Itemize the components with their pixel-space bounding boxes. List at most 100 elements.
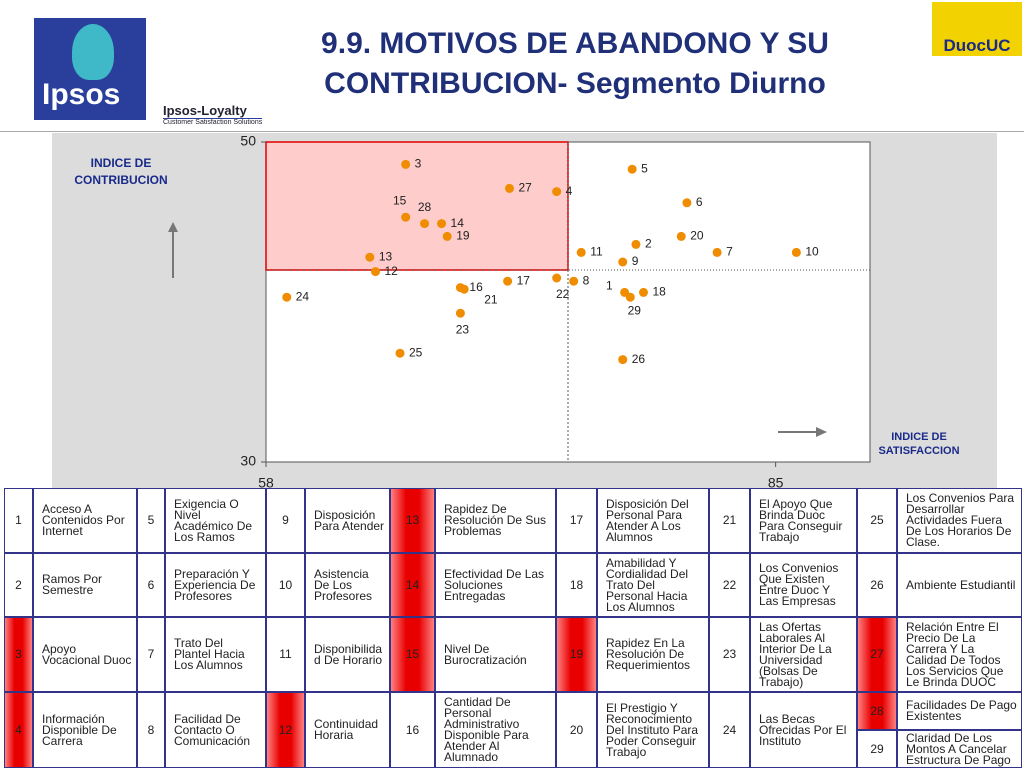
point (627, 164, 637, 174)
item-number: 3 (4, 617, 33, 692)
point-label: 3 (415, 157, 422, 171)
point (442, 231, 452, 241)
point (639, 287, 648, 297)
item-text: El Prestigio Y Reconocimiento Del Instit… (597, 692, 709, 768)
item-number: 11 (266, 617, 305, 692)
point-label: 15 (393, 193, 407, 207)
point (395, 348, 405, 358)
point-label: 22 (556, 287, 570, 301)
point-label: 19 (456, 229, 470, 243)
point (712, 247, 722, 257)
item-text: Asistencia De Los Profesores (305, 553, 390, 617)
item-text: Efectividad De Las Soluciones Entregadas (435, 553, 556, 617)
point-label: 16 (469, 280, 483, 294)
point-label: 8 (583, 273, 590, 287)
item-text: Información Disponible De Carrera (33, 692, 137, 768)
item-number: 1 (4, 488, 33, 553)
point (552, 273, 562, 283)
item-number: 26 (857, 553, 897, 617)
item-text: Los Convenios Para Desarrollar Actividad… (897, 488, 1022, 553)
point-label: 1 (606, 279, 613, 293)
item-text: Facilidades De Pago Existentes (897, 692, 1022, 730)
item-text: Continuidad Horaria (305, 692, 390, 768)
item-number: 2 (4, 553, 33, 617)
point (618, 257, 628, 267)
item-text: Cantidad De Personal Administrativo Disp… (435, 692, 556, 768)
point-label: 7 (726, 245, 733, 259)
item-number: 19 (556, 617, 597, 692)
item-number: 27 (857, 617, 897, 692)
item-text: Disposición Del Personal Para Atender A … (597, 488, 709, 553)
divider (0, 131, 1024, 132)
point (455, 308, 465, 318)
item-text: Disponibilidad De Horario (305, 617, 390, 692)
ipsos-logo: Ipsos (34, 18, 146, 120)
item-number: 20 (556, 692, 597, 768)
logo-face (72, 24, 114, 80)
point-label: 11 (590, 245, 603, 259)
item-text: Apoyo Vocacional Duoc (33, 617, 137, 692)
y-tick-label: 50 (240, 133, 256, 149)
x-tick-label: 58 (258, 475, 274, 491)
point (631, 239, 641, 249)
point-label: 13 (379, 249, 393, 263)
point (401, 159, 411, 169)
point-label: 6 (696, 195, 703, 209)
point-label: 28 (418, 200, 432, 214)
point-label: 2 (645, 237, 652, 251)
point-label: 9 (632, 254, 639, 268)
item-number: 24 (709, 692, 750, 768)
item-text: Rapidez En La Resolución De Requerimient… (597, 617, 709, 692)
item-number: 18 (556, 553, 597, 617)
item-text: Disposición Para Atender (305, 488, 390, 553)
item-text: Ramos Por Semestre (33, 553, 137, 617)
item-text: Las Becas Ofrecidas Por El Instituto (750, 692, 857, 768)
point-label: 24 (296, 289, 310, 303)
y-axis-label: INDICE DE CONTRIBUCION (74, 156, 167, 187)
x-tick-label: 85 (768, 475, 784, 491)
item-text: Preparación Y Experiencia De Profesores (165, 553, 266, 617)
item-number: 12 (266, 692, 305, 768)
item-text: El Apoyo Que Brinda Duoc Para Conseguir … (750, 488, 857, 553)
point (676, 231, 686, 241)
item-number: 7 (137, 617, 165, 692)
point (791, 247, 801, 257)
item-number: 4 (4, 692, 33, 768)
title: 9.9. MOTIVOS DE ABANDONO Y SU CONTRIBUCI… (321, 27, 829, 100)
item-number: 14 (390, 553, 435, 617)
logo-sub: Ipsos-Loyalty (163, 103, 247, 118)
logo-text: Ipsos (42, 78, 121, 111)
point (503, 276, 513, 286)
point-label: 20 (690, 229, 704, 243)
item-number: 5 (137, 488, 165, 553)
point-label: 29 (628, 303, 642, 317)
item-number: 16 (390, 692, 435, 768)
point (576, 247, 586, 257)
logo-tagline: Customer Satisfaction Solutions (163, 118, 263, 126)
point-label: 27 (518, 181, 532, 195)
point (569, 276, 579, 286)
point (504, 183, 514, 193)
point (282, 292, 292, 302)
point-label: 21 (484, 292, 498, 306)
point-label: 4 (566, 184, 573, 198)
item-text: Rapidez De Resolución De Sus Problemas (435, 488, 556, 553)
item-text: Amabilidad Y Cordialidad Del Trato Del P… (597, 553, 709, 617)
point-label: 12 (384, 264, 398, 278)
point-label: 25 (409, 345, 423, 359)
item-text: Trato Del Plantel Hacia Los Alumnos (165, 617, 266, 692)
item-text: Claridad De Los Montos A Cancelar Estruc… (897, 730, 1022, 768)
point (625, 292, 635, 302)
point (682, 198, 692, 208)
point (401, 212, 411, 222)
point-label: 5 (641, 161, 648, 175)
item-text: Relación Entre El Precio De La Carrera Y… (897, 617, 1022, 692)
point (437, 219, 447, 229)
item-text: Nivel De Burocratización (435, 617, 556, 692)
item-text: Acceso A Contenidos Por Internet (33, 488, 137, 553)
item-text: Ambiente Estudiantil (897, 553, 1022, 617)
point (420, 219, 430, 229)
item-text: Exigencia O Nivel Académico De Los Ramos (165, 488, 266, 553)
item-number: 10 (266, 553, 305, 617)
